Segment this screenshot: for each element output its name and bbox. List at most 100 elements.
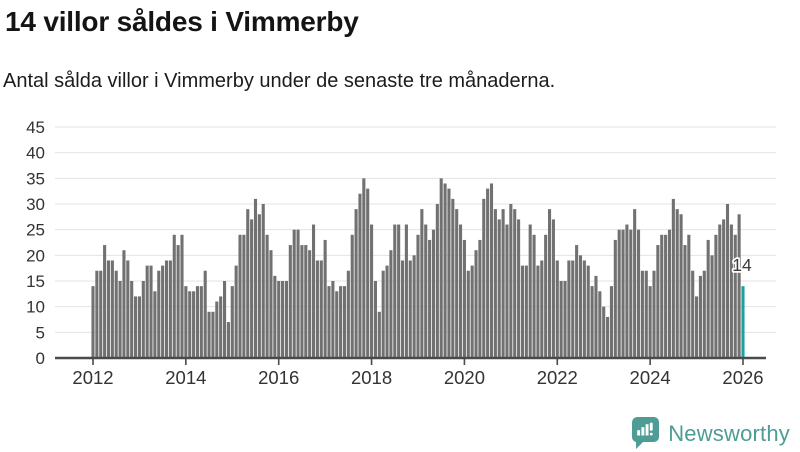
logo-exclamation-dot xyxy=(649,432,653,436)
bar xyxy=(652,270,656,358)
bar xyxy=(157,270,161,358)
bar xyxy=(230,286,234,358)
y-axis-label: 40 xyxy=(26,144,45,163)
bar xyxy=(110,260,114,358)
bar xyxy=(725,204,730,358)
bar xyxy=(594,275,598,358)
bar xyxy=(435,204,439,358)
bar xyxy=(714,234,718,358)
y-axis-label: 0 xyxy=(36,349,45,368)
bar xyxy=(261,204,265,358)
bar xyxy=(520,265,525,358)
bar xyxy=(606,316,610,358)
bar xyxy=(408,260,412,358)
bar xyxy=(687,234,691,358)
newsworthy-logo-text: Newsworthy xyxy=(668,421,790,446)
bar xyxy=(489,183,494,358)
bar xyxy=(609,286,613,358)
bar xyxy=(722,219,726,358)
logo-bar-large xyxy=(645,424,649,436)
bar xyxy=(559,281,563,358)
y-axis-label: 5 xyxy=(36,323,45,342)
newsworthy-logo-icon xyxy=(632,417,660,449)
bar xyxy=(246,209,250,358)
bar xyxy=(203,270,207,358)
bar xyxy=(586,265,590,358)
bar xyxy=(161,265,165,358)
bar xyxy=(400,260,405,358)
logo-exclamation-icon xyxy=(649,422,653,431)
bar xyxy=(524,265,528,358)
highlight-bar xyxy=(741,286,745,358)
bar xyxy=(621,229,625,358)
bar xyxy=(547,209,552,358)
logo-bar-medium xyxy=(641,427,645,436)
bar xyxy=(555,260,559,358)
bar xyxy=(698,275,702,358)
bar xyxy=(679,214,683,358)
bar xyxy=(265,234,269,358)
y-axis-label: 20 xyxy=(26,246,45,265)
bar xyxy=(95,270,99,358)
bar xyxy=(296,229,300,358)
bar xyxy=(176,245,180,358)
bar xyxy=(683,245,687,358)
x-axis-label: 2020 xyxy=(444,367,485,388)
bar xyxy=(253,198,258,358)
bar xyxy=(300,245,304,358)
bar xyxy=(335,291,339,358)
bar xyxy=(412,255,416,358)
newsworthy-logo: Newsworthy xyxy=(632,416,790,452)
bar xyxy=(656,245,660,358)
bar xyxy=(470,265,474,358)
bar xyxy=(207,311,211,358)
bar xyxy=(362,178,366,358)
bar xyxy=(188,291,192,358)
bar xyxy=(281,281,285,358)
bar xyxy=(242,234,246,358)
bar xyxy=(118,281,122,358)
bar xyxy=(629,229,633,358)
bar xyxy=(691,270,695,358)
bar xyxy=(590,286,594,358)
bar xyxy=(137,296,141,358)
bar xyxy=(636,229,641,358)
bar xyxy=(192,291,196,358)
bar xyxy=(737,214,741,358)
bar xyxy=(354,209,358,358)
y-axis-label: 25 xyxy=(26,221,45,240)
bar xyxy=(443,183,447,358)
bar xyxy=(350,234,354,358)
bar xyxy=(311,224,316,358)
bar xyxy=(373,281,377,358)
bar xyxy=(528,224,532,358)
bar xyxy=(389,250,393,358)
bar xyxy=(420,209,424,358)
bar xyxy=(404,224,408,358)
bar xyxy=(451,198,455,358)
bar xyxy=(226,322,230,358)
bar xyxy=(319,260,323,358)
bar xyxy=(493,209,497,358)
bar xyxy=(164,260,169,358)
bar xyxy=(292,229,296,358)
bar xyxy=(482,198,486,358)
bar xyxy=(308,250,312,358)
bar xyxy=(428,239,432,358)
bar xyxy=(195,286,200,358)
bar xyxy=(273,275,277,358)
bar xyxy=(397,224,401,358)
bar xyxy=(122,250,126,358)
bar xyxy=(582,260,586,358)
bar xyxy=(729,224,733,358)
bar xyxy=(532,234,536,358)
bar xyxy=(114,270,118,358)
bar xyxy=(671,198,675,358)
bar xyxy=(381,270,385,358)
x-axis-label: 2014 xyxy=(165,367,206,388)
bar xyxy=(455,209,459,358)
bar xyxy=(439,178,443,358)
bar xyxy=(238,234,242,358)
y-axis-label: 15 xyxy=(26,272,45,291)
bar xyxy=(385,265,389,358)
